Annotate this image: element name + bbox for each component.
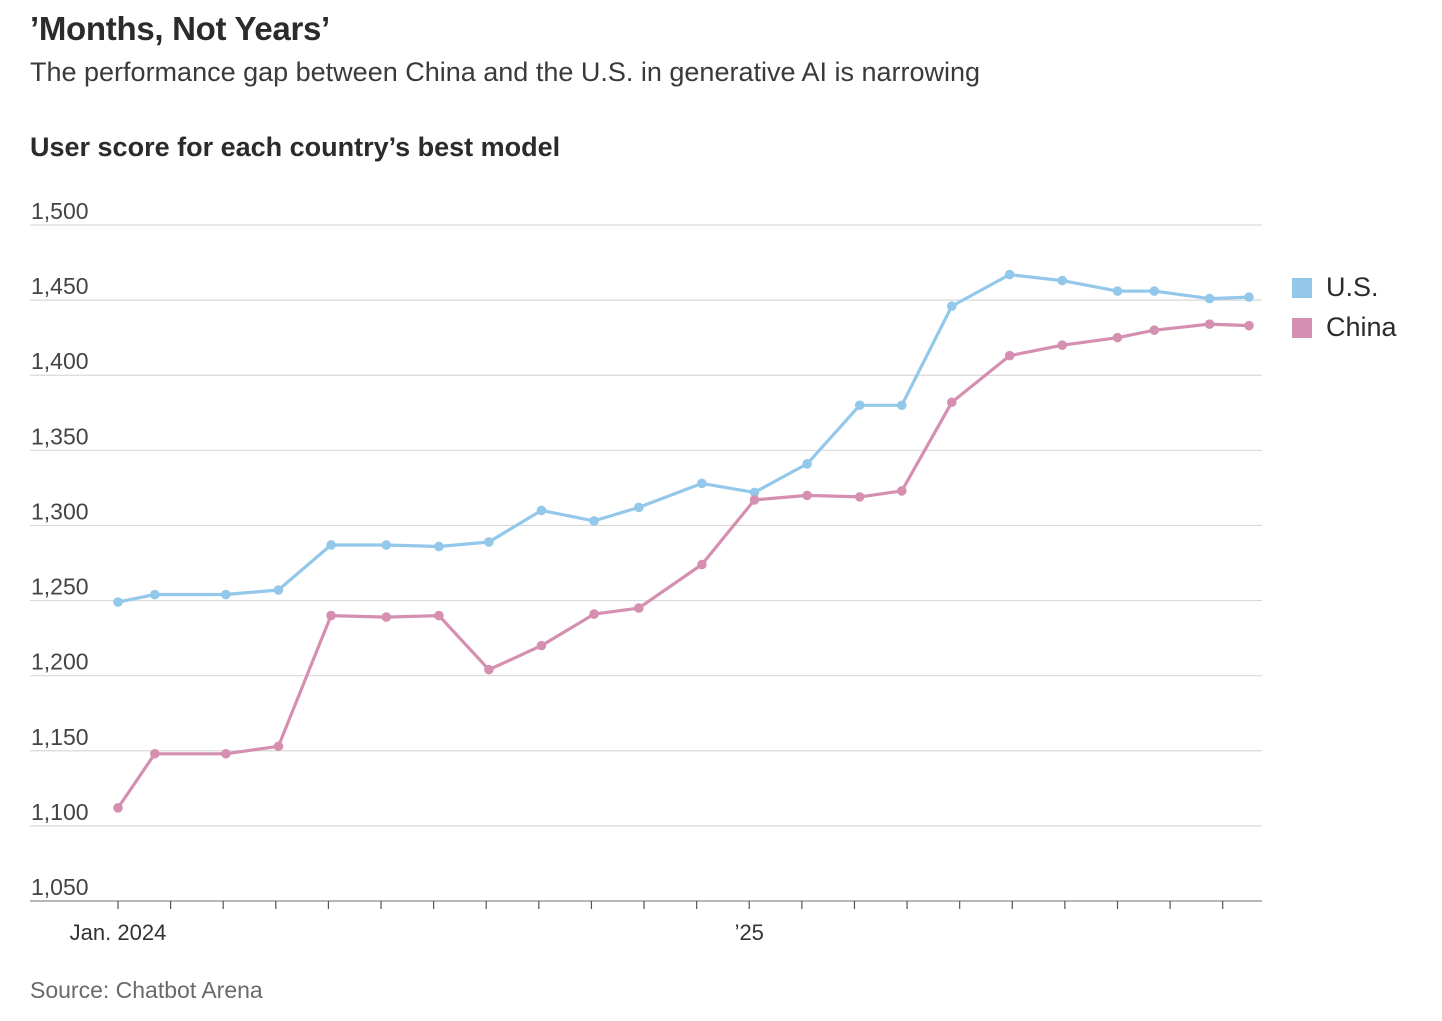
chart-heading: User score for each country’s best model xyxy=(30,132,561,162)
legend-swatch-china xyxy=(1292,318,1312,338)
series-line-china xyxy=(116,322,1251,810)
legend: U.S. China xyxy=(1292,272,1398,342)
data-point-china-3 xyxy=(273,741,284,752)
data-point-us-17 xyxy=(1004,269,1015,280)
data-point-us-19 xyxy=(1112,286,1123,296)
y-tick-label-1400: 1,400 xyxy=(31,348,89,374)
chart-title: ’Months, Not Years’ xyxy=(30,10,330,47)
data-point-china-1 xyxy=(150,748,160,759)
series-line-us xyxy=(116,273,1251,604)
data-point-us-7 xyxy=(484,537,494,547)
y-tick-label-1100: 1,100 xyxy=(31,799,89,825)
y-tick-label-1500: 1,500 xyxy=(31,198,89,224)
data-point-china-13 xyxy=(802,490,812,501)
data-point-china-9 xyxy=(589,609,599,619)
data-point-china-0 xyxy=(113,803,123,813)
series-china xyxy=(113,319,1254,813)
data-point-us-15 xyxy=(897,400,907,411)
data-point-us-22 xyxy=(1244,292,1254,302)
data-point-china-6 xyxy=(434,610,444,621)
data-point-us-4 xyxy=(326,540,336,550)
data-point-us-21 xyxy=(1204,293,1215,304)
data-point-china-21 xyxy=(1204,319,1215,329)
x-axis: Jan. 2024 ’25 xyxy=(30,900,1262,945)
data-point-china-19 xyxy=(1112,332,1123,343)
data-point-china-10 xyxy=(633,603,644,613)
y-tick-label-1200: 1,200 xyxy=(31,649,89,675)
x-tick-label-0: Jan. 2024 xyxy=(70,920,167,945)
chart-subtitle: The performance gap between China and th… xyxy=(30,57,981,87)
data-point-us-13 xyxy=(802,459,812,469)
y-tick-label-1300: 1,300 xyxy=(31,498,89,524)
data-point-us-12 xyxy=(749,487,760,498)
data-point-us-5 xyxy=(381,540,392,550)
data-point-us-9 xyxy=(589,516,599,526)
data-point-china-18 xyxy=(1057,340,1068,350)
y-tick-label-1450: 1,450 xyxy=(31,273,89,299)
data-point-us-10 xyxy=(633,502,644,513)
data-point-china-8 xyxy=(536,640,547,651)
y-tick-label-1150: 1,150 xyxy=(31,724,89,750)
data-point-us-18 xyxy=(1057,275,1068,286)
y-tick-label-1350: 1,350 xyxy=(31,423,89,449)
data-point-china-20 xyxy=(1149,325,1160,335)
legend-label-us: U.S. xyxy=(1326,272,1379,302)
data-point-us-1 xyxy=(150,589,160,600)
data-point-china-17 xyxy=(1004,350,1015,361)
y-tick-label-1250: 1,250 xyxy=(31,574,89,600)
data-point-us-2 xyxy=(221,589,231,600)
data-point-china-5 xyxy=(381,612,392,622)
source-note: Source: Chatbot Arena xyxy=(30,977,263,1003)
data-point-us-16 xyxy=(946,301,957,311)
data-point-us-6 xyxy=(434,541,444,552)
gridlines xyxy=(30,224,1262,827)
data-point-china-16 xyxy=(946,397,957,408)
data-point-us-8 xyxy=(536,505,547,516)
data-point-china-12 xyxy=(749,495,760,505)
data-point-us-0 xyxy=(113,597,123,607)
series-us xyxy=(113,269,1254,607)
data-point-china-4 xyxy=(326,610,336,621)
legend-label-china: China xyxy=(1326,312,1398,342)
y-tick-label-1050: 1,050 xyxy=(31,874,89,900)
x-tick-label-12: ’25 xyxy=(735,920,764,945)
data-point-china-2 xyxy=(221,748,231,759)
data-point-us-20 xyxy=(1149,286,1160,296)
data-point-us-3 xyxy=(273,585,284,595)
legend-swatch-us xyxy=(1292,278,1312,298)
data-point-china-14 xyxy=(854,492,865,502)
data-point-china-11 xyxy=(697,559,707,570)
y-axis: 1,050 1,100 1,150 1,200 1,250 1,300 1,350 1,400… xyxy=(31,198,89,900)
data-point-us-14 xyxy=(854,400,865,411)
data-point-china-22 xyxy=(1244,320,1254,331)
data-series xyxy=(113,269,1254,813)
data-point-us-11 xyxy=(697,478,707,489)
data-point-china-7 xyxy=(484,664,494,675)
data-point-china-15 xyxy=(897,486,907,496)
